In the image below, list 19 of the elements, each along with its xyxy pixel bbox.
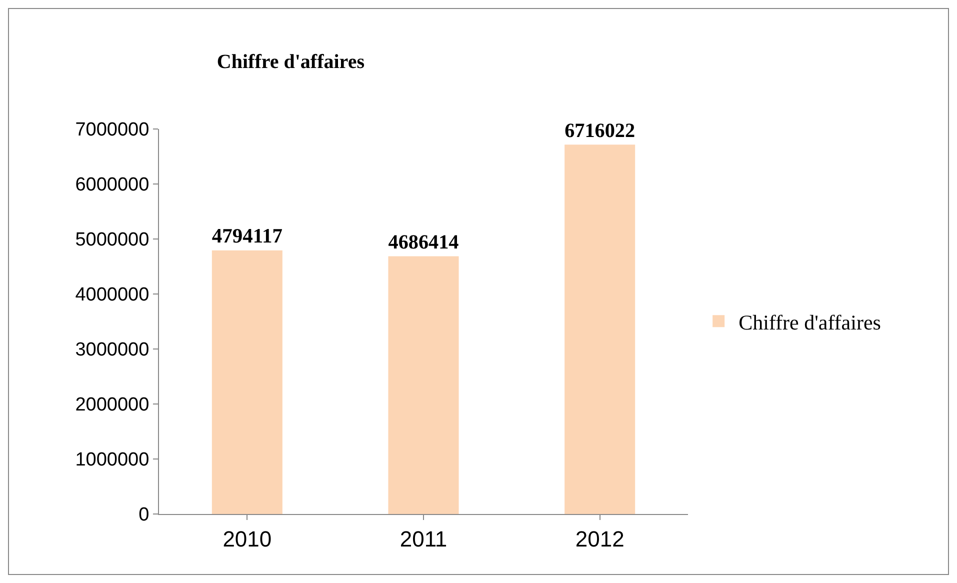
data-label: 4794117 bbox=[212, 226, 282, 248]
y-tick-label: 7000000 bbox=[75, 120, 150, 141]
y-tick-label: 2000000 bbox=[75, 394, 150, 416]
x-tick-label: 2011 bbox=[400, 526, 448, 552]
data-label: 6716022 bbox=[564, 120, 636, 142]
y-tick-label: 3000000 bbox=[75, 340, 150, 361]
y-tick-label: 5000000 bbox=[75, 230, 150, 251]
chart-title: Chiffre d'affaires bbox=[216, 51, 365, 74]
y-tick-label: 1000000 bbox=[75, 450, 150, 471]
x-tick-label: 2010 bbox=[222, 526, 272, 552]
y-tick-label: 6000000 bbox=[75, 174, 150, 196]
y-tick-label: 4000000 bbox=[75, 284, 150, 306]
y-tick-label: 0 bbox=[138, 504, 150, 526]
data-label: 4686414 bbox=[388, 232, 459, 254]
bar bbox=[388, 256, 459, 514]
bar bbox=[212, 250, 282, 514]
x-tick-label: 2012 bbox=[575, 526, 624, 552]
legend-label: Chiffre d'affaires bbox=[738, 310, 881, 334]
bar bbox=[564, 144, 636, 514]
